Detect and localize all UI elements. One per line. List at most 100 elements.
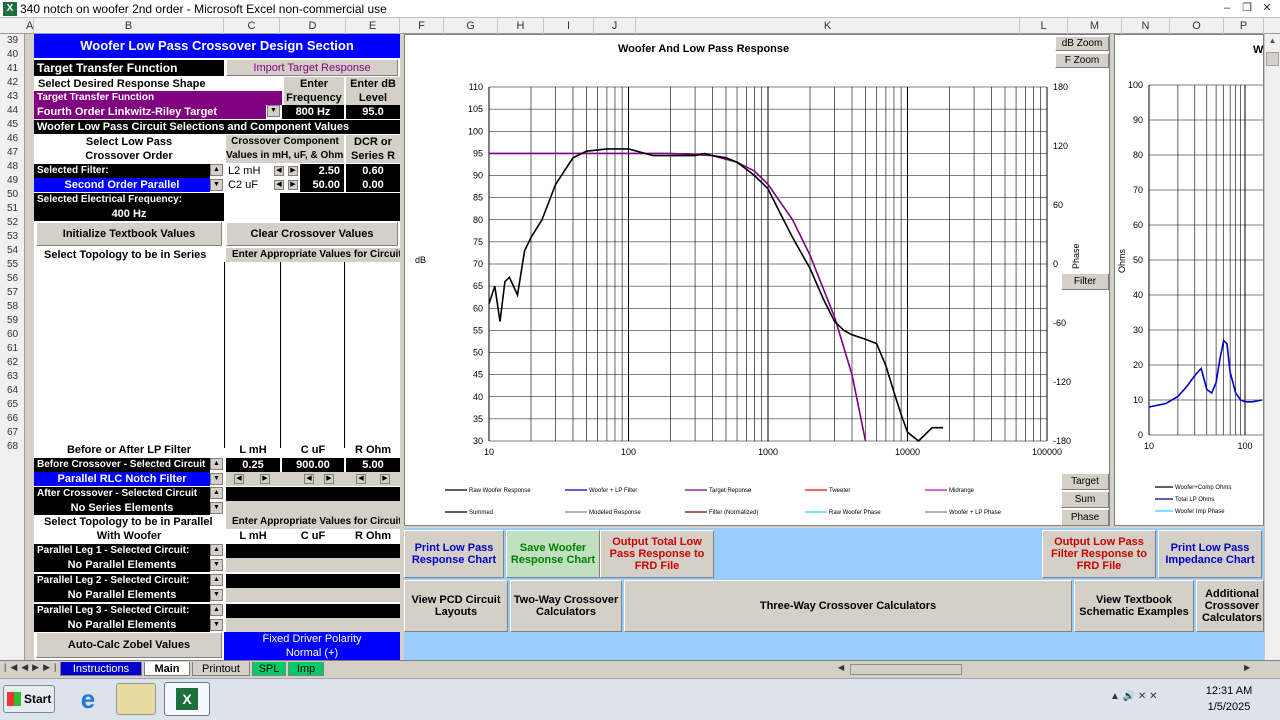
leg3-value[interactable]: No Parallel Elements bbox=[34, 618, 210, 632]
auto-calc-zobel-button[interactable]: Auto-Calc Zobel Values bbox=[36, 632, 222, 658]
column-header-a[interactable]: A bbox=[26, 18, 34, 34]
vertical-scrollbar[interactable]: ▲ bbox=[1264, 34, 1280, 660]
row-header-40[interactable]: 40 bbox=[6, 49, 19, 60]
scroll-thumb[interactable] bbox=[1266, 52, 1279, 66]
c2-dcr[interactable]: 0.00 bbox=[346, 178, 400, 192]
tab-main[interactable]: Main bbox=[144, 662, 190, 676]
start-button[interactable]: Start bbox=[3, 685, 55, 713]
row-header-47[interactable]: 47 bbox=[6, 147, 19, 158]
after-scroll-up-icon[interactable]: ▲ bbox=[210, 487, 223, 499]
column-header-p[interactable]: P bbox=[1224, 18, 1264, 34]
rlc-c-left-icon[interactable]: ◀ bbox=[304, 474, 314, 484]
ie-icon[interactable]: e bbox=[80, 684, 96, 714]
leg3-values[interactable] bbox=[226, 604, 400, 618]
column-header-k[interactable]: K bbox=[636, 18, 1020, 34]
c2-value[interactable]: 50.00 bbox=[300, 178, 344, 192]
hscroll-thumb[interactable] bbox=[850, 664, 962, 675]
leg3-dropdown-icon[interactable]: ▼ bbox=[210, 619, 223, 631]
tab-instructions[interactable]: Instructions bbox=[60, 662, 142, 676]
row-header-63[interactable]: 63 bbox=[6, 371, 19, 382]
column-header-l[interactable]: L bbox=[1020, 18, 1068, 34]
column-header-n[interactable]: N bbox=[1122, 18, 1170, 34]
output-total-button[interactable]: Output Total Low Pass Response to FRD Fi… bbox=[600, 530, 714, 578]
column-header-f[interactable]: F bbox=[400, 18, 444, 34]
column-header-i[interactable]: I bbox=[544, 18, 594, 34]
leg1-values[interactable] bbox=[226, 544, 400, 558]
filter-scroll-up-icon[interactable]: ▲ bbox=[210, 164, 223, 176]
sum-button[interactable]: Sum bbox=[1061, 491, 1109, 508]
row-header-66[interactable]: 66 bbox=[6, 413, 19, 424]
rlc-c-right-icon[interactable]: ▶ bbox=[324, 474, 334, 484]
column-header-b[interactable]: B bbox=[34, 18, 224, 34]
column-header-j[interactable]: J bbox=[594, 18, 636, 34]
l2-spin-left-icon[interactable]: ◀ bbox=[274, 166, 284, 176]
row-header-45[interactable]: 45 bbox=[6, 119, 19, 130]
row-header-57[interactable]: 57 bbox=[6, 287, 19, 298]
view-pcd-button[interactable]: View PCD Circuit Layouts bbox=[404, 580, 508, 632]
two-way-button[interactable]: Two-Way Crossover Calculators bbox=[510, 580, 622, 632]
before-r-value[interactable]: 5.00 bbox=[346, 458, 400, 472]
row-header-41[interactable]: 41 bbox=[6, 63, 19, 74]
c2-spin-left-icon[interactable]: ◀ bbox=[274, 180, 284, 190]
row-header-64[interactable]: 64 bbox=[6, 385, 19, 396]
view-textbook-button[interactable]: View Textbook Schematic Examples bbox=[1074, 580, 1194, 632]
row-header-68[interactable]: 68 bbox=[6, 441, 19, 452]
column-header-e[interactable]: E bbox=[346, 18, 400, 34]
print-imp-button[interactable]: Print Low Pass Impedance Chart bbox=[1158, 530, 1262, 578]
print-lp-button[interactable]: Print Low Pass Response Chart bbox=[404, 530, 504, 578]
row-header-60[interactable]: 60 bbox=[6, 329, 19, 340]
rlc-l-left-icon[interactable]: ◀ bbox=[234, 474, 244, 484]
rlc-r-left-icon[interactable]: ◀ bbox=[356, 474, 366, 484]
db-zoom-button[interactable]: dB Zoom bbox=[1055, 36, 1109, 51]
tab-imp[interactable]: Imp bbox=[288, 662, 324, 676]
rlc-notch-value[interactable]: Parallel RLC Notch Filter bbox=[34, 472, 210, 486]
l2-value[interactable]: 2.50 bbox=[300, 164, 344, 178]
freq-value[interactable]: 800 Hz bbox=[282, 105, 344, 119]
f-zoom-button[interactable]: F Zoom bbox=[1055, 53, 1109, 68]
row-header-51[interactable]: 51 bbox=[6, 203, 19, 214]
output-filter-button[interactable]: Output Low Pass Filter Response to FRD F… bbox=[1042, 530, 1156, 578]
hscroll-right-icon[interactable]: ▶ bbox=[1244, 663, 1251, 672]
no-series-value[interactable]: No Series Elements bbox=[34, 501, 210, 515]
row-header-44[interactable]: 44 bbox=[6, 105, 19, 116]
restore-icon[interactable]: ❐ bbox=[1242, 2, 1252, 14]
row-header-50[interactable]: 50 bbox=[6, 189, 19, 200]
selected-filter-value[interactable]: Second Order Parallel bbox=[34, 178, 210, 192]
column-header-g[interactable]: G bbox=[444, 18, 498, 34]
import-target-button[interactable]: Import Target Response bbox=[226, 59, 398, 76]
row-header-54[interactable]: 54 bbox=[6, 245, 19, 256]
column-header-h[interactable]: H bbox=[498, 18, 544, 34]
before-c-value[interactable]: 900.00 bbox=[282, 458, 344, 472]
before-scroll-up-icon[interactable]: ▲ bbox=[210, 458, 223, 470]
tab-nav-icons[interactable]: |◀◀▶▶| bbox=[4, 662, 61, 672]
minimize-icon[interactable]: – bbox=[1223, 2, 1231, 14]
row-header-55[interactable]: 55 bbox=[6, 259, 19, 270]
three-way-button[interactable]: Three-Way Crossover Calculators bbox=[624, 580, 1072, 632]
row-header-67[interactable]: 67 bbox=[6, 427, 19, 438]
row-header-42[interactable]: 42 bbox=[6, 77, 19, 88]
l2-spin-right-icon[interactable]: ▶ bbox=[288, 166, 298, 176]
l2-dcr[interactable]: 0.60 bbox=[346, 164, 400, 178]
tab-spl[interactable]: SPL bbox=[252, 662, 286, 676]
hscroll-left-icon[interactable]: ◀ bbox=[838, 663, 845, 672]
filter-dropdown-icon[interactable]: ▼ bbox=[210, 179, 223, 191]
target-tf-dropdown-icon[interactable]: ▼ bbox=[267, 105, 280, 117]
row-header-58[interactable]: 58 bbox=[6, 301, 19, 312]
excel-taskbar-icon[interactable]: X bbox=[164, 682, 210, 716]
before-l-value[interactable]: 0.25 bbox=[226, 458, 280, 472]
row-header-39[interactable]: 39 bbox=[6, 35, 19, 46]
leg3-scroll-up-icon[interactable]: ▲ bbox=[210, 604, 223, 616]
row-header-48[interactable]: 48 bbox=[6, 161, 19, 172]
c2-spin-right-icon[interactable]: ▶ bbox=[288, 180, 298, 190]
row-header-53[interactable]: 53 bbox=[6, 231, 19, 242]
row-header-65[interactable]: 65 bbox=[6, 399, 19, 410]
column-header-d[interactable]: D bbox=[280, 18, 346, 34]
rlc-l-right-icon[interactable]: ▶ bbox=[260, 474, 270, 484]
row-header-46[interactable]: 46 bbox=[6, 133, 19, 144]
tray-icons[interactable]: ▲ 🔊 ✕ ✕ bbox=[1110, 691, 1158, 702]
column-header-c[interactable]: C bbox=[224, 18, 280, 34]
leg2-dropdown-icon[interactable]: ▼ bbox=[210, 589, 223, 601]
close-icon[interactable]: ✕ bbox=[1262, 2, 1272, 14]
row-header-49[interactable]: 49 bbox=[6, 175, 19, 186]
polarity-line2[interactable]: Normal (+) bbox=[224, 646, 400, 660]
